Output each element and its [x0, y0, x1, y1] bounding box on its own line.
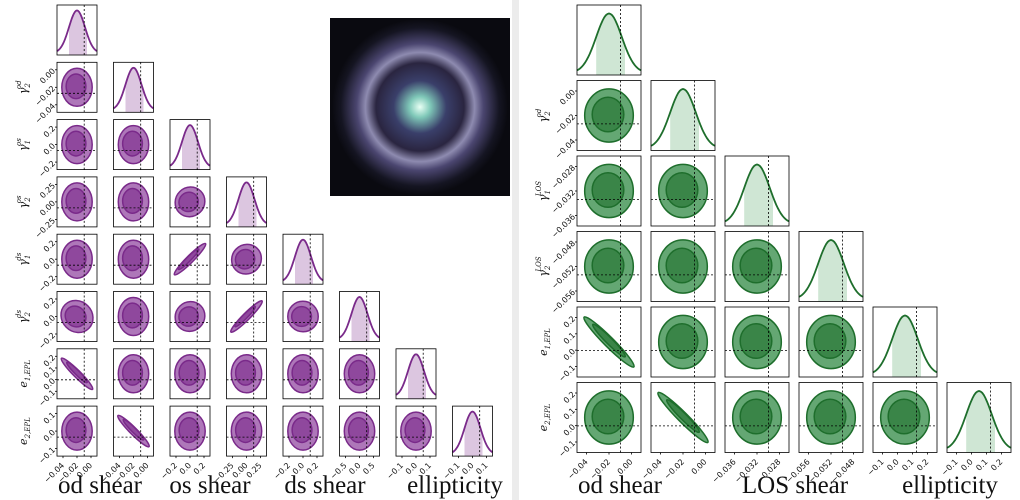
contour-inner [236, 360, 256, 385]
contour-inner [592, 399, 624, 434]
contour-inner [123, 303, 143, 328]
contour-inner [592, 173, 624, 208]
subscript: 1,EPL [544, 328, 552, 349]
superscript: ds [15, 310, 23, 318]
superscript: ds [15, 252, 23, 260]
superscript: LOS [535, 181, 543, 197]
contour-inner [123, 246, 143, 271]
contour-inner [179, 360, 199, 385]
subscript: 1 [544, 190, 552, 194]
subscript: 1 [24, 255, 32, 259]
contour-inner [123, 131, 143, 156]
group-label: ds shear [284, 472, 366, 499]
contour-inner [888, 399, 920, 434]
subscript: 2,EPL [544, 403, 552, 425]
contour-inner [123, 360, 143, 385]
contour-inner [592, 248, 624, 283]
figure: 0.00−0.02−0.04γ2od0.20.0−0.2γ1os0.250.00… [0, 0, 1020, 500]
subscript: 2 [24, 197, 32, 203]
subscript: 1,EPL [24, 360, 32, 381]
contour-inner [292, 360, 312, 385]
contour-inner [349, 360, 369, 385]
contour-inner [123, 189, 143, 214]
contour-inner [814, 399, 846, 434]
contour-inner [740, 248, 772, 283]
contour-inner [66, 246, 86, 271]
contour-inner [66, 131, 86, 156]
contour-inner [179, 418, 199, 443]
group-label: od shear [578, 472, 663, 499]
contour-inner [666, 248, 698, 283]
group-label: os shear [169, 472, 251, 499]
group-label: od shear [58, 472, 143, 499]
contour-inner [666, 173, 698, 208]
group-label: LOS shear [742, 472, 849, 499]
superscript: os [15, 195, 23, 203]
contour-inner [740, 399, 772, 434]
subscript: 2 [544, 111, 552, 117]
contour-inner [236, 418, 256, 443]
subscript: 2 [24, 311, 32, 317]
contour-inner [292, 418, 312, 443]
group-label: ellipticity [902, 472, 998, 499]
contour-inner [592, 97, 624, 132]
subscript: 2 [24, 83, 32, 89]
contour-inner [66, 74, 86, 99]
superscript: od [535, 108, 543, 117]
contour-inner [405, 418, 425, 443]
superscript: od [15, 80, 23, 89]
contour-inner [66, 418, 86, 443]
contour-inner [349, 418, 369, 443]
superscript: os [15, 138, 23, 146]
group-label: ellipticity [407, 472, 503, 499]
lens-ring [332, 19, 508, 195]
superscript: LOS [535, 256, 543, 272]
contour-inner [666, 324, 698, 359]
subscript: 2 [544, 265, 552, 271]
contour-inner [814, 324, 846, 359]
subscript: 2,EPL [24, 417, 32, 439]
contour-inner [66, 189, 86, 214]
contour-inner [740, 324, 772, 359]
subscript: 1 [24, 140, 32, 144]
